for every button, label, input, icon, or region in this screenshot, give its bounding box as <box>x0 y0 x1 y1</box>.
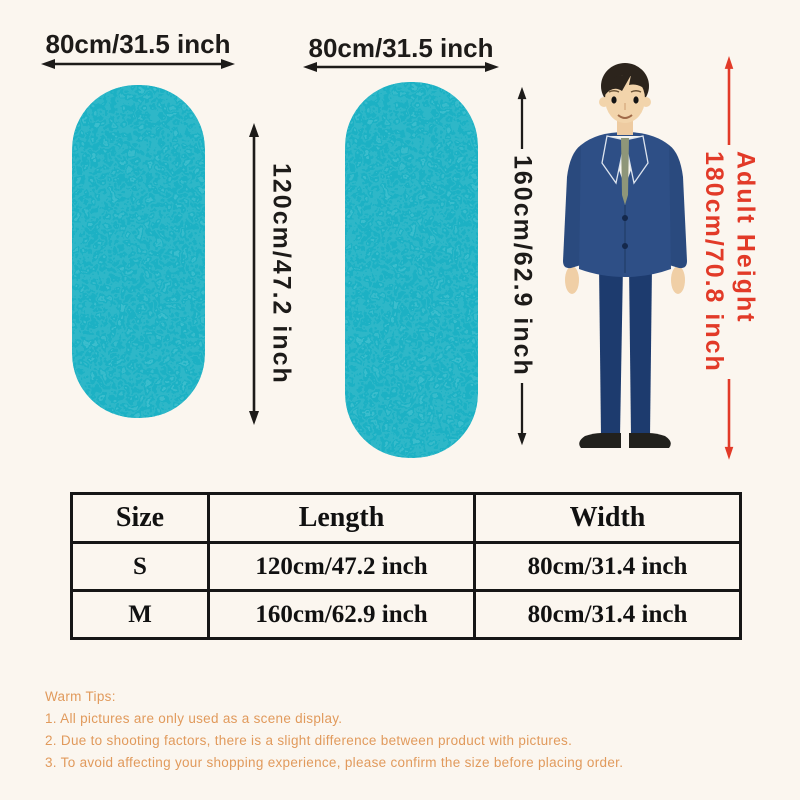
size-table-header-size: Size <box>70 492 210 544</box>
size-table: Size Length Width S 120cm/47.2 inch 80cm… <box>70 492 742 640</box>
rug-small-length-arrow-icon <box>249 123 259 425</box>
rug-large-length-dimension: 160cm/62.9 inch <box>496 86 548 446</box>
size-m-width-cell: 80cm/31.4 inch <box>473 589 742 640</box>
adult-height-dimension: Adult Height 180cm/70.8 inch <box>686 56 772 460</box>
warm-tips-item-3: 3. To avoid affecting your shopping expe… <box>45 755 624 770</box>
size-table-header-length: Length <box>207 492 476 544</box>
adult-height-arrow-down-icon <box>724 379 734 460</box>
warm-tips-item-1: 1. All pictures are only used as a scene… <box>45 711 343 726</box>
warm-tips-title: Warm Tips: <box>45 689 116 704</box>
warm-tips: Warm Tips: 1. All pictures are only used… <box>45 686 665 774</box>
rug-large-length-arrow-up-icon <box>517 86 527 150</box>
size-s-length-cell: 120cm/47.2 inch <box>207 541 476 592</box>
rug-small-length-label-wrap: 120cm/47.2 inch <box>262 122 300 426</box>
rug-small-length-label: 120cm/47.2 inch <box>267 163 296 385</box>
adult-height-arrow-up-icon <box>724 56 734 146</box>
size-m-length-cell: 160cm/62.9 inch <box>207 589 476 640</box>
rug-large-width-label: 80cm/31.5 inch <box>308 33 494 63</box>
size-table-row-s: S 120cm/47.2 inch 80cm/31.4 inch <box>70 541 742 592</box>
size-m-cell: M <box>70 589 210 640</box>
rug-small-width-arrow-icon <box>41 59 235 69</box>
rug-large-length-label: 160cm/62.9 inch <box>508 155 537 377</box>
rug-large-length-arrow-down-icon <box>517 382 527 446</box>
size-table-header-row: Size Length Width <box>70 492 742 544</box>
rug-large <box>345 82 478 458</box>
size-table-row-m: M 160cm/62.9 inch 80cm/31.4 inch <box>70 589 742 640</box>
adult-height-label: Adult Height 180cm/70.8 inch <box>698 151 761 373</box>
rug-large-width-arrow-icon <box>303 62 499 72</box>
rug-small <box>72 85 205 418</box>
adult-height-label-line1: Adult Height <box>731 151 760 324</box>
rug-small-width-label: 80cm/31.5 inch <box>45 29 231 59</box>
warm-tips-item-2: 2. Due to shooting factors, there is a s… <box>45 733 573 748</box>
size-s-width-cell: 80cm/31.4 inch <box>473 541 742 592</box>
size-table-header-width: Width <box>473 492 742 544</box>
adult-man-figure <box>563 63 687 448</box>
adult-height-label-line2: 180cm/70.8 inch <box>700 151 728 374</box>
size-s-cell: S <box>70 541 210 592</box>
